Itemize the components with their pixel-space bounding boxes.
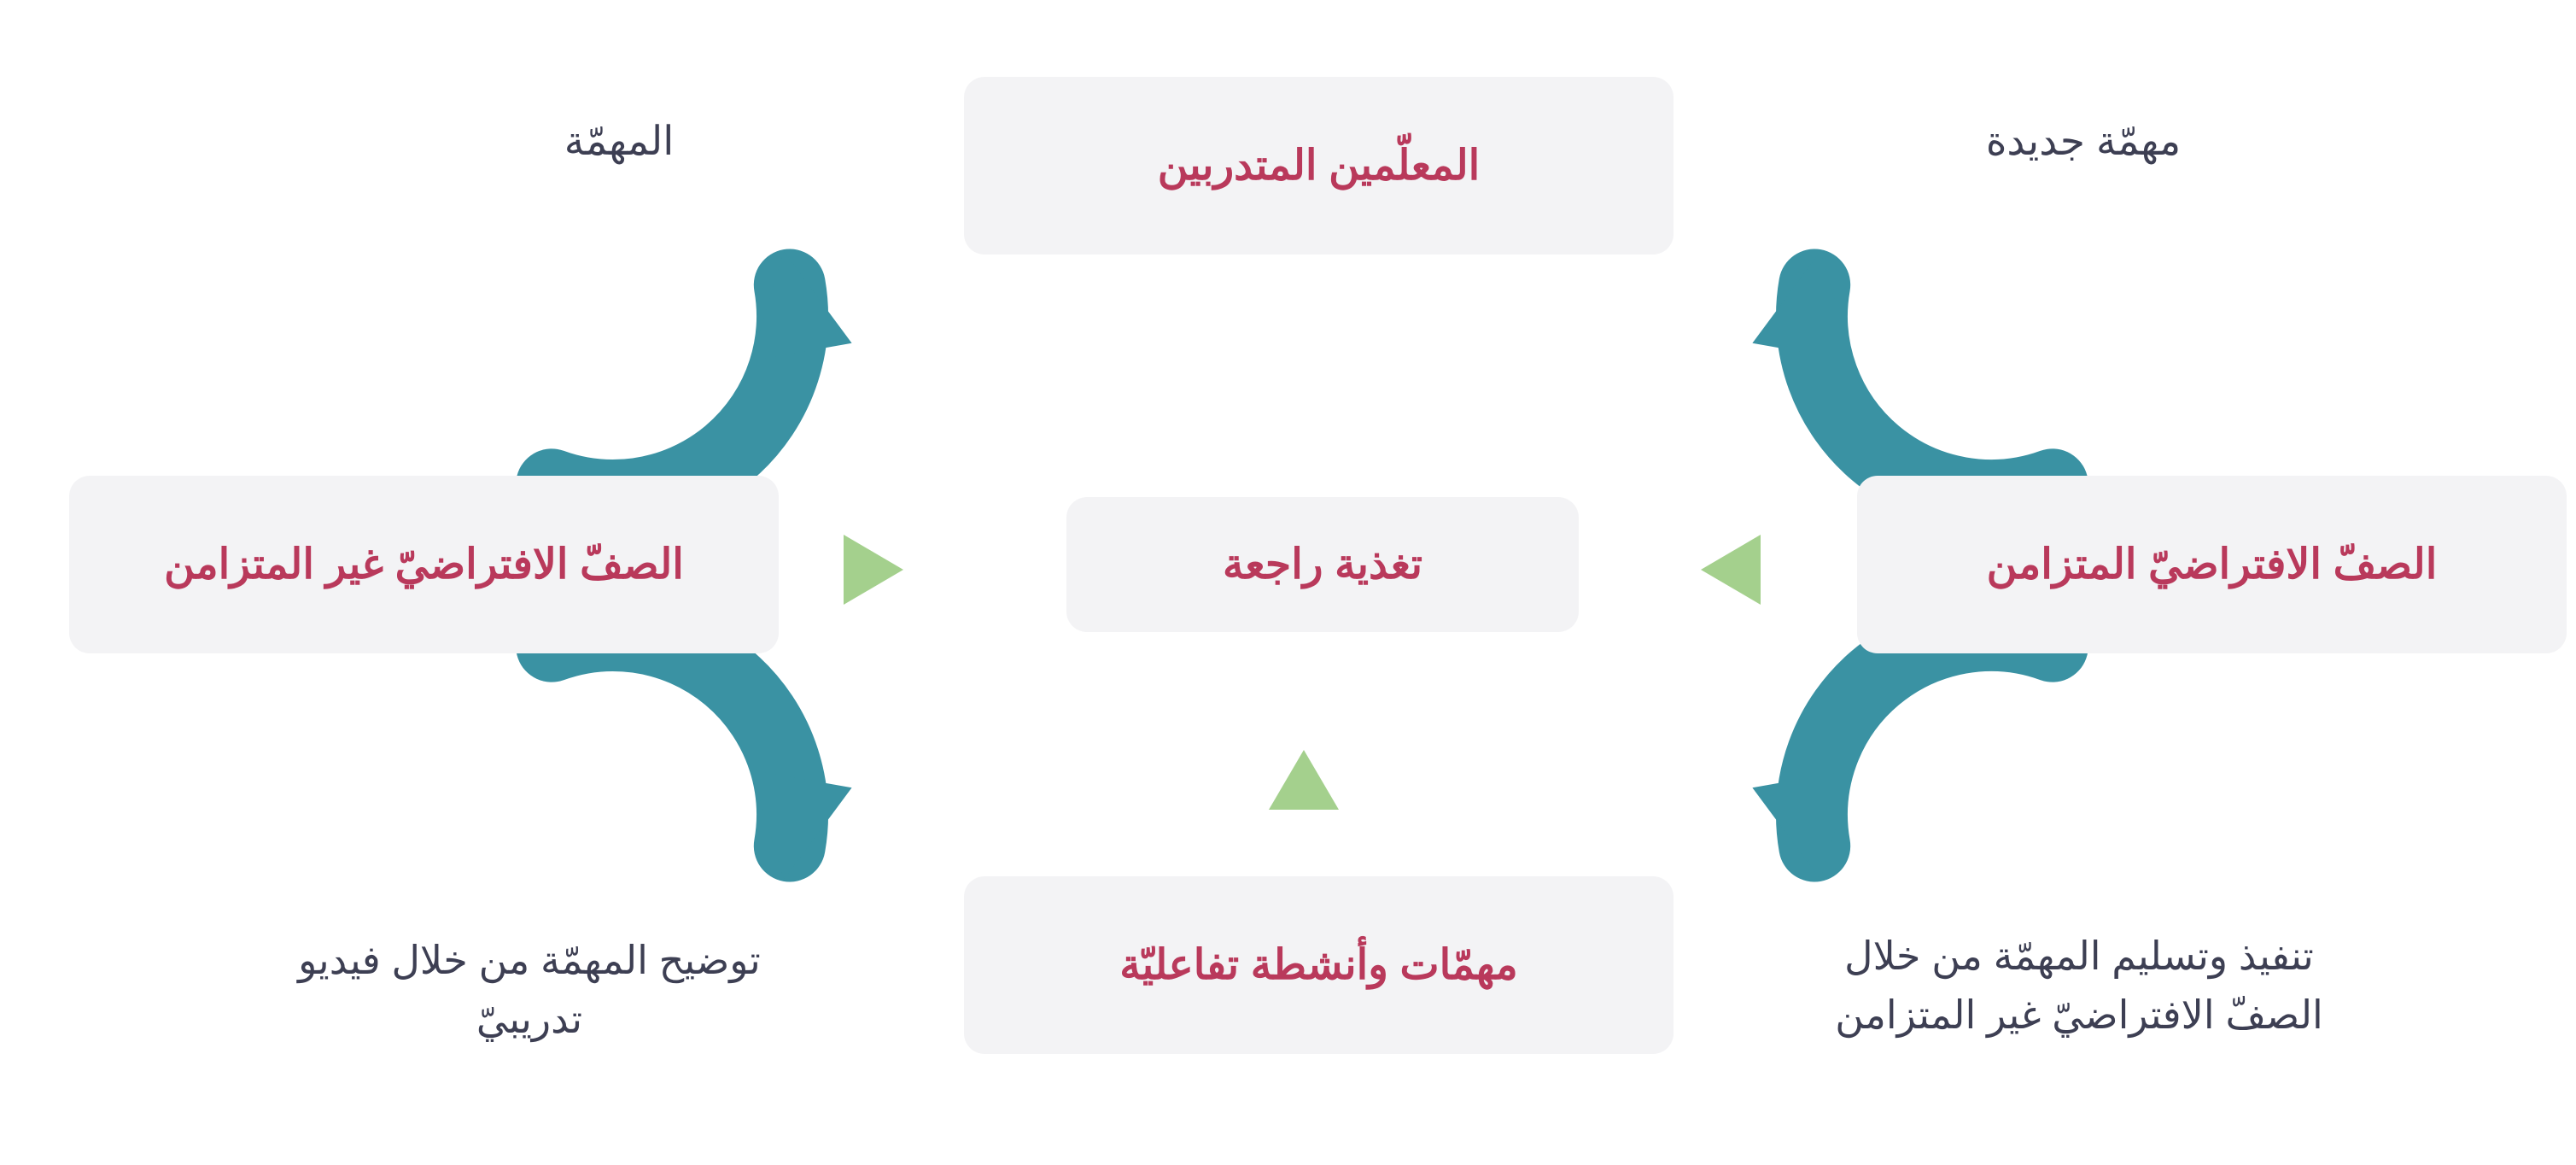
node-label: الصفّ الافتراضيّ المتزامن [1987,536,2438,593]
tri-left-of-center [844,535,903,605]
caption-text: تنفيذ وتسليم المهمّة من خلال الصفّ الافت… [1835,934,2323,1037]
node-feedback: تغذية راجعة [1066,497,1579,632]
caption-explain-video: توضيح المهمّة من خلال فيديو تدريبيّ [256,931,803,1049]
node-trainee-teachers: المعلّمين المتدربين [964,77,1674,255]
caption-text: المهمّة [564,118,675,163]
node-label: مهمّات وأنشطة تفاعليّة [1119,937,1517,993]
caption-execute-submit: تنفيذ وتسليم المهمّة من خلال الصفّ الافت… [1806,927,2352,1045]
caption-text: توضيح المهمّة من خلال فيديو تدريبيّ [298,938,761,1041]
node-label: المعلّمين المتدربين [1158,138,1481,194]
node-label: الصفّ الافتراضيّ غير المتزامن [164,536,684,593]
diagram-stage: المعلّمين المتدربين الصفّ الافتراضيّ الم… [0,0,2576,1139]
caption-text: مهمّة جديدة [1986,118,2181,163]
node-label: تغذية راجعة [1223,536,1422,593]
node-asynchronous-class: الصفّ الافتراضيّ غير المتزامن [69,476,779,653]
tri-below-center [1269,750,1339,810]
caption-new-task: مهمّة جديدة [1861,111,2305,172]
tri-right-of-center [1701,535,1761,605]
node-synchronous-class: الصفّ الافتراضيّ المتزامن [1857,476,2567,653]
caption-task: المهمّة [482,111,756,172]
node-interactive-tasks: مهمّات وأنشطة تفاعليّة [964,876,1674,1054]
